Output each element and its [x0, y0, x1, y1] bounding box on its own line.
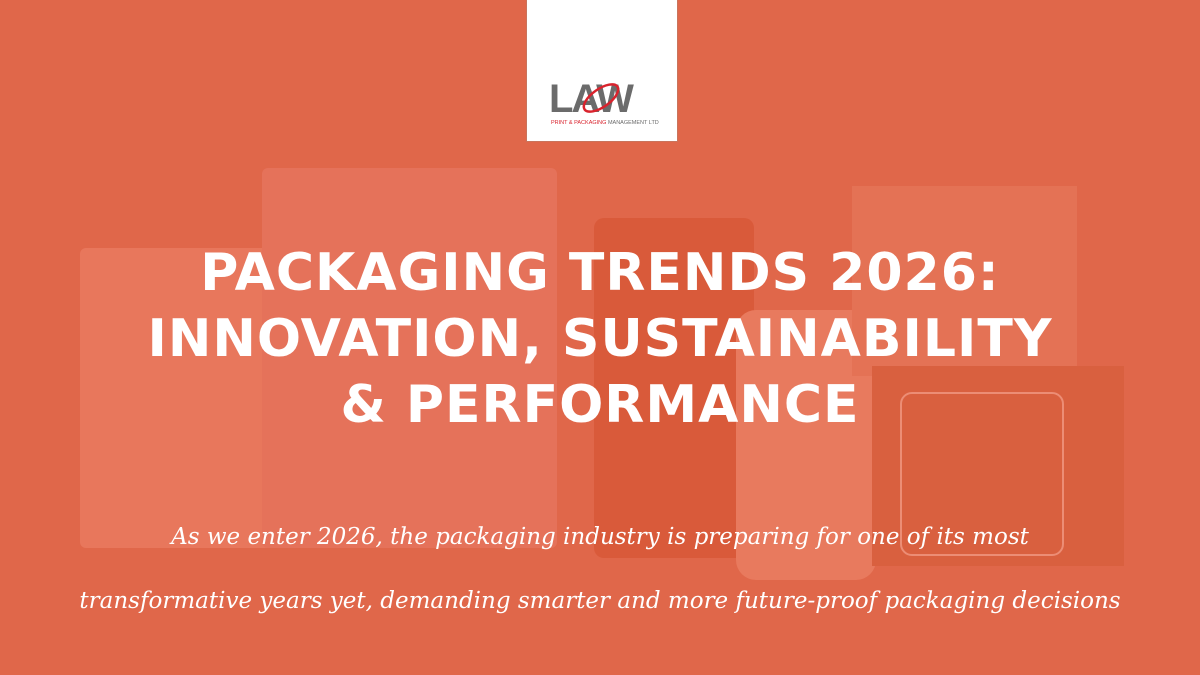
svg-text:LAW: LAW — [549, 77, 634, 121]
page-title: PACKAGING TRENDS 2026: INNOVATION, SUSTA… — [0, 240, 1200, 438]
tube-container — [594, 218, 754, 558]
box-bottom — [872, 366, 1124, 566]
title-line-2: INNOVATION, SUSTAINABILITY — [147, 309, 1053, 369]
glass-jar — [900, 392, 1064, 556]
pouch-large — [262, 168, 557, 548]
law-logo: LAW PRINT & PACKAGING MANAGEMENT LTD — [526, 0, 678, 142]
title-line-1: PACKAGING TRENDS 2026: — [200, 243, 1000, 303]
title-line-3: & PERFORMANCE — [340, 375, 860, 435]
subtitle-line-2: transformative years yet, demanding smar… — [79, 588, 1121, 614]
svg-text:PRINT & PACKAGING MANAGEMENT L: PRINT & PACKAGING MANAGEMENT LTD — [551, 120, 659, 126]
subtitle: As we enter 2026, the packaging industry… — [0, 505, 1200, 633]
subtitle-line-1: As we enter 2026, the packaging industry… — [171, 524, 1029, 550]
box-top — [852, 186, 1077, 376]
